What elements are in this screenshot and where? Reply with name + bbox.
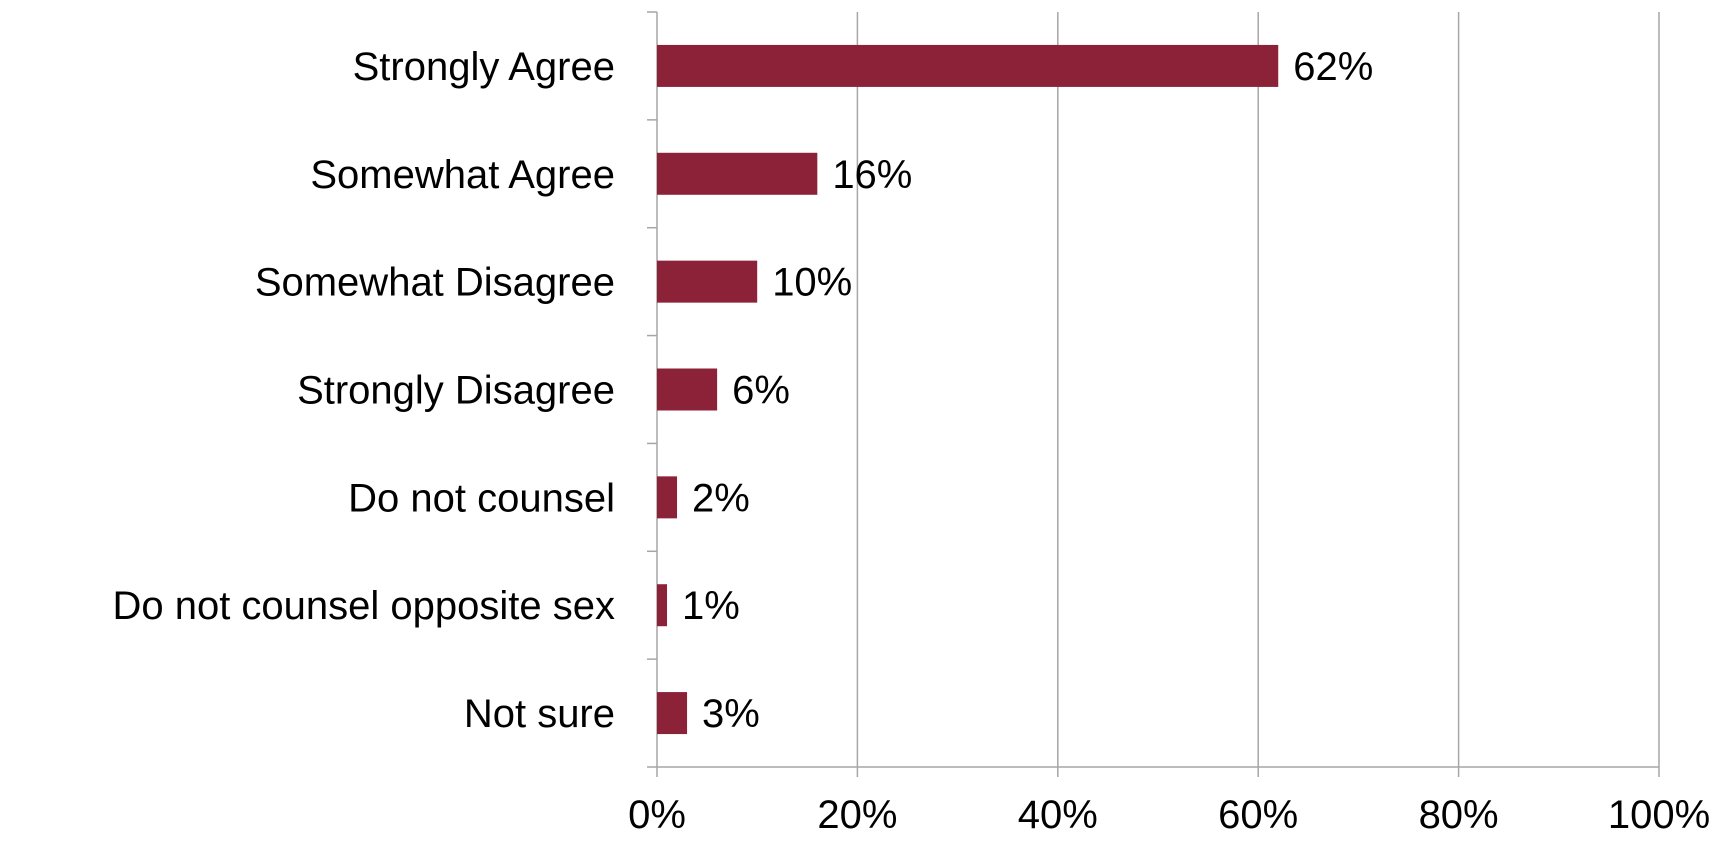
bar: [657, 692, 687, 734]
gridlines: [857, 12, 1659, 767]
x-tick-label: 20%: [817, 793, 897, 837]
x-tick-label: 40%: [1018, 793, 1098, 837]
value-label: 62%: [1293, 45, 1373, 89]
value-label: 1%: [682, 584, 740, 628]
x-tick-label: 80%: [1419, 793, 1499, 837]
x-tick-label: 0%: [628, 793, 686, 837]
bar: [657, 153, 817, 195]
category-label: Do not counsel opposite sex: [112, 584, 615, 628]
category-label: Somewhat Agree: [310, 153, 615, 197]
category-label: Strongly Agree: [353, 45, 615, 89]
x-tick-label: 60%: [1218, 793, 1298, 837]
bar: [657, 476, 677, 518]
axes: [647, 12, 1659, 777]
value-label: 2%: [692, 476, 750, 520]
value-label: 3%: [702, 692, 760, 736]
bar: [657, 261, 757, 303]
category-label: Somewhat Disagree: [255, 261, 615, 305]
category-label: Do not counsel: [348, 476, 615, 520]
value-label: 10%: [772, 261, 852, 305]
category-label: Strongly Disagree: [297, 369, 615, 413]
bar: [657, 369, 717, 411]
labels: 0% 20% 40% 60% 80% 100% Strongly Agree 62% Somew…: [112, 45, 1710, 837]
value-label: 6%: [732, 369, 790, 413]
x-tick-label: 100%: [1608, 793, 1710, 837]
category-label: Not sure: [464, 692, 615, 736]
bar: [657, 584, 667, 626]
bar: [657, 45, 1278, 87]
value-label: 16%: [832, 153, 912, 197]
